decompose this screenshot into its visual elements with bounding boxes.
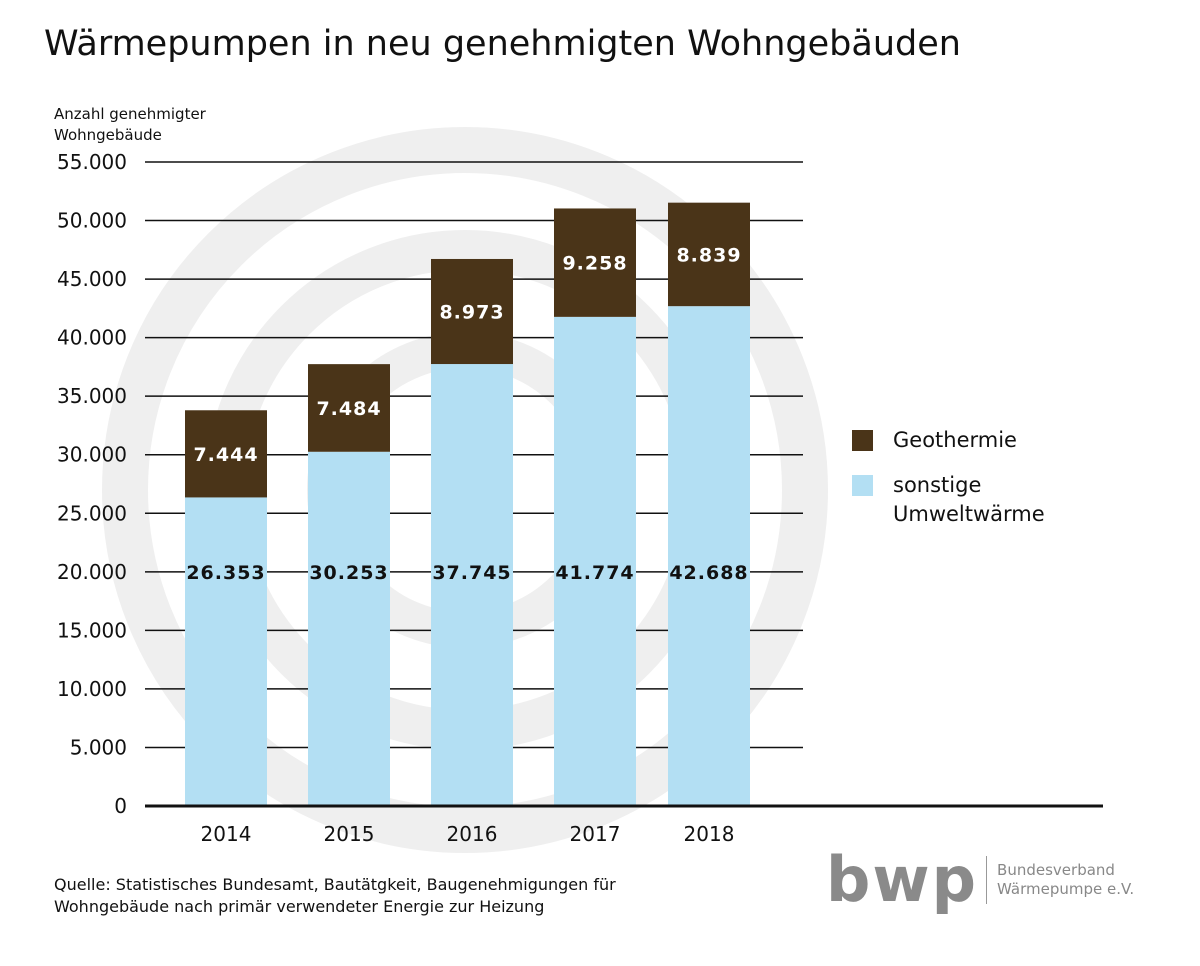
logo-mark: bwp xyxy=(826,843,979,916)
y-tick-label: 25.000 xyxy=(57,501,127,525)
bar-geothermie xyxy=(668,202,750,307)
x-tick-label: 2017 xyxy=(570,822,621,846)
y-tick-label: 30.000 xyxy=(57,443,127,467)
x-tick-label: 2014 xyxy=(201,822,252,846)
page-title: Wärmepumpen in neu genehmigten Wohngebäu… xyxy=(44,24,961,64)
y-tick-label: 10.000 xyxy=(57,677,127,701)
bar-geothermie xyxy=(431,258,513,365)
x-tick-label: 2016 xyxy=(447,822,498,846)
logo-line1: Bundesverband xyxy=(997,861,1115,879)
x-tick-label: 2015 xyxy=(324,822,375,846)
data-label: 7.444 xyxy=(193,444,258,466)
data-label: 37.745 xyxy=(432,562,511,584)
data-label: 7.484 xyxy=(316,398,381,420)
legend-swatch-geothermie xyxy=(852,430,873,451)
y-tick-label: 15.000 xyxy=(57,618,127,642)
bwp-logo: bwp Bundesverband Wärmepumpe e.V. xyxy=(826,843,1134,916)
legend-swatch-umweltwaerme xyxy=(852,475,873,496)
bar-umweltwaerme xyxy=(185,497,267,806)
source-note: Quelle: Statistisches Bundesamt, Bautätg… xyxy=(54,875,616,916)
bar-geothermie xyxy=(185,410,267,498)
bar-umweltwaerme xyxy=(431,364,513,806)
legend-label: sonstige Umweltwärme xyxy=(893,473,1045,526)
bar-geothermie xyxy=(554,208,636,317)
logo-line2: Wärmepumpe e.V. xyxy=(997,880,1135,898)
bar-umweltwaerme xyxy=(554,316,636,806)
data-label: 41.774 xyxy=(555,562,634,584)
y-tick-label: 20.000 xyxy=(57,560,127,584)
bar-umweltwaerme xyxy=(668,306,750,806)
data-label: 9.258 xyxy=(562,253,627,275)
data-label: 30.253 xyxy=(309,562,388,584)
legend-item-geothermie: Geothermie xyxy=(852,426,1017,455)
data-label: 8.839 xyxy=(676,244,741,266)
y-tick-label: 45.000 xyxy=(57,267,127,291)
y-axis-label: Anzahl genehmigter Wohngebäude xyxy=(54,105,206,144)
data-label: 42.688 xyxy=(669,562,748,584)
watermark-ring xyxy=(102,127,828,853)
y-tick-label: 50.000 xyxy=(57,209,127,233)
data-label: 26.353 xyxy=(186,562,265,584)
bar-umweltwaerme xyxy=(308,451,390,806)
y-tick-label: 40.000 xyxy=(57,326,127,350)
bar-geothermie xyxy=(308,364,390,452)
y-tick-label: 0 xyxy=(114,794,127,818)
y-tick-label: 35.000 xyxy=(57,384,127,408)
legend-item-umweltwaerme: sonstige Umweltwärme xyxy=(852,471,1063,529)
y-tick-label: 5.000 xyxy=(70,735,127,759)
legend-label: Geothermie xyxy=(893,428,1017,452)
logo-divider xyxy=(986,856,988,904)
logo-text: Bundesverband Wärmepumpe e.V. xyxy=(997,861,1134,899)
y-tick-label: 55.000 xyxy=(57,150,127,174)
x-tick-label: 2018 xyxy=(684,822,735,846)
data-label: 8.973 xyxy=(439,302,504,324)
